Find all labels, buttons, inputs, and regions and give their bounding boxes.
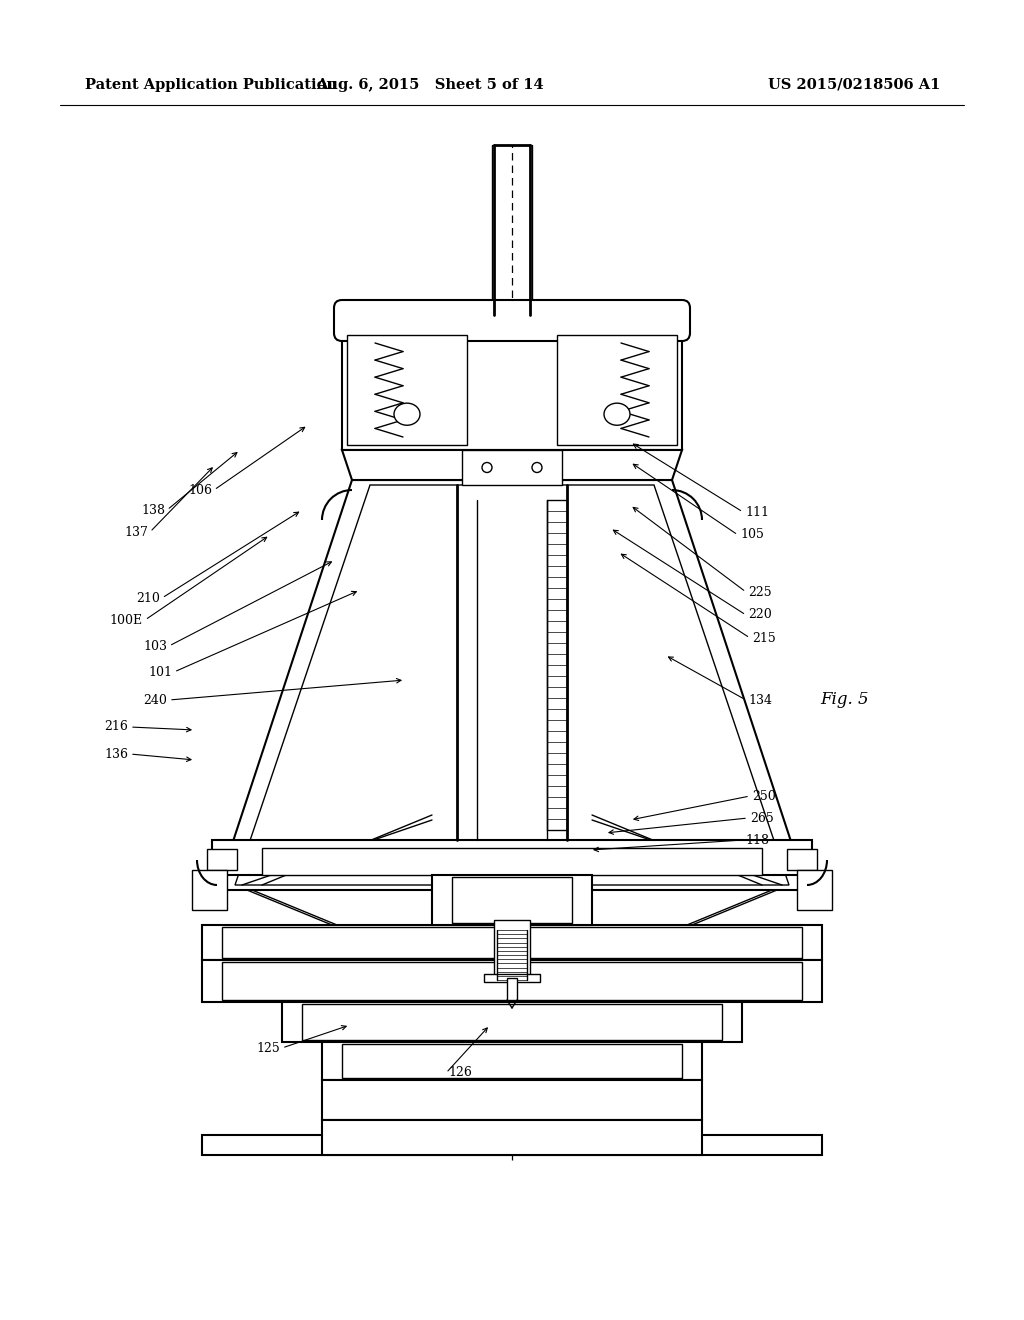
Text: 100E: 100E [110, 614, 143, 627]
FancyBboxPatch shape [334, 300, 690, 341]
Bar [432, 875, 592, 925]
Ellipse shape [604, 403, 630, 425]
Text: 118: 118 [745, 833, 769, 846]
Bar [212, 840, 812, 875]
Text: 215: 215 [752, 631, 776, 644]
Text: Fig. 5: Fig. 5 [820, 692, 868, 709]
Text: 126: 126 [449, 1067, 472, 1080]
Text: Aug. 6, 2015   Sheet 5 of 14: Aug. 6, 2015 Sheet 5 of 14 [316, 78, 544, 92]
Bar [557, 335, 677, 445]
Bar [462, 450, 562, 484]
Bar [787, 849, 817, 870]
Text: 103: 103 [143, 639, 167, 652]
Bar [222, 927, 802, 958]
Ellipse shape [394, 403, 420, 425]
Bar [193, 870, 227, 909]
Bar [494, 920, 530, 975]
Bar [347, 335, 467, 445]
Bar [484, 974, 540, 982]
Text: 137: 137 [124, 525, 148, 539]
Bar [207, 849, 237, 870]
Text: 220: 220 [748, 609, 772, 622]
Bar [452, 876, 572, 923]
Text: 138: 138 [141, 503, 165, 516]
Text: 111: 111 [745, 506, 769, 519]
Bar [797, 870, 831, 909]
Bar [507, 978, 517, 1001]
Ellipse shape [532, 462, 542, 473]
Polygon shape [342, 450, 682, 480]
Text: 106: 106 [188, 483, 212, 496]
Text: 216: 216 [104, 721, 128, 734]
Text: 225: 225 [748, 586, 772, 598]
Text: 265: 265 [750, 812, 774, 825]
Text: US 2015/0218506 A1: US 2015/0218506 A1 [768, 78, 940, 92]
Text: 250: 250 [752, 789, 776, 803]
Bar [322, 1041, 702, 1080]
Text: 240: 240 [143, 693, 167, 706]
Text: 136: 136 [104, 747, 128, 760]
Polygon shape [217, 480, 807, 890]
Bar [202, 960, 822, 1002]
Bar [302, 1005, 722, 1040]
Bar [282, 1002, 742, 1041]
Bar [202, 925, 822, 960]
Text: 101: 101 [148, 665, 172, 678]
Text: 134: 134 [748, 693, 772, 706]
Text: 105: 105 [740, 528, 764, 541]
Bar [322, 1080, 702, 1119]
Text: 125: 125 [256, 1041, 280, 1055]
Text: Patent Application Publication: Patent Application Publication [85, 78, 337, 92]
Bar [222, 962, 802, 1001]
Polygon shape [342, 333, 682, 450]
Text: 210: 210 [136, 591, 160, 605]
Bar [262, 847, 762, 875]
Bar [322, 1119, 702, 1155]
Ellipse shape [482, 462, 492, 473]
Bar [342, 1044, 682, 1078]
Bar [202, 1135, 822, 1155]
